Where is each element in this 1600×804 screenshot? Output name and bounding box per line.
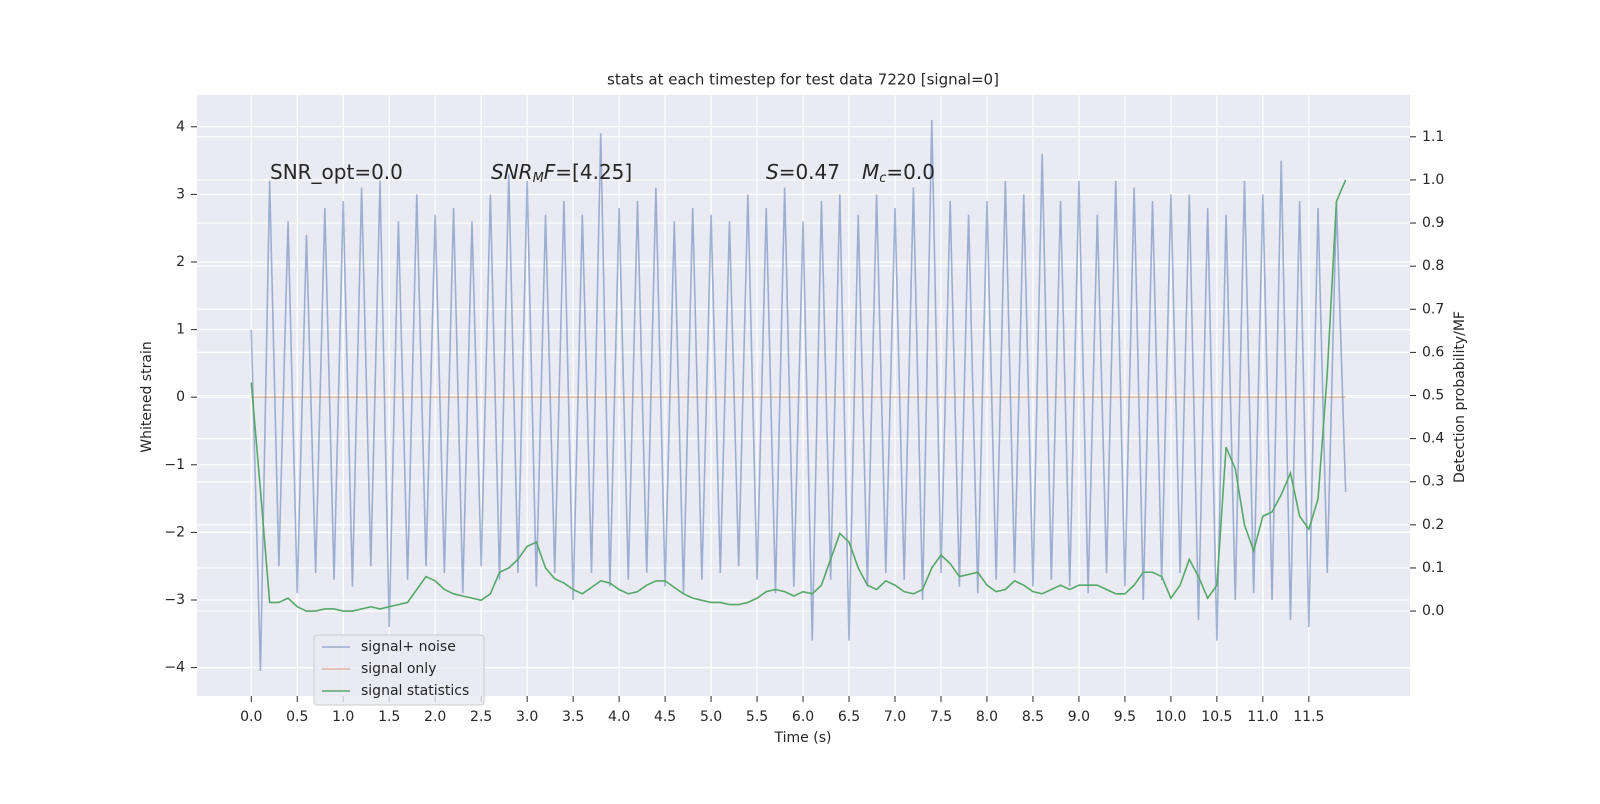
x-tick-label: 11.5	[1293, 709, 1324, 725]
annotation-part: SNR	[491, 160, 533, 184]
y-tick-label: 1	[176, 322, 185, 338]
y2-tick-label: 0.0	[1422, 603, 1444, 619]
x-tick-label: 3.0	[516, 709, 538, 725]
x-tick-label: 8.5	[1022, 709, 1044, 725]
legend-label: signal statistics	[361, 683, 469, 699]
y-tick-label: −1	[164, 457, 185, 473]
annotation: SNR_opt=0.0	[270, 160, 403, 184]
x-axis-label: Time (s)	[774, 730, 832, 746]
y2-tick-label: 0.4	[1422, 431, 1444, 447]
x-tick-label: 1.0	[332, 709, 354, 725]
x-tick-label: 7.0	[884, 709, 906, 725]
x-tick-label: 9.0	[1068, 709, 1090, 725]
annotation-part: S	[766, 160, 779, 184]
axes: 0.0 0.5 1.0 1.5 2.0 2.5 3.0 3.5 4.0 4.5 5.0 5.5 6.0 6…	[164, 119, 1444, 725]
x-tick-label: 6.5	[838, 709, 860, 725]
series-line	[250, 179, 1347, 612]
x-tick-label: 0.0	[240, 709, 262, 725]
marks	[250, 119, 1347, 672]
annotation-part: =[4.25]	[555, 160, 632, 184]
series-line	[250, 119, 1347, 672]
y2-tick-label: 0.7	[1422, 301, 1444, 317]
y2-tick-label: 0.3	[1422, 474, 1444, 490]
annotation-part: M	[533, 171, 544, 186]
annotation-part: M	[862, 160, 879, 184]
y2-tick-label: 0.8	[1422, 258, 1444, 274]
y2-tick-label: 0.2	[1422, 517, 1444, 533]
annotations: SNR_opt=0.0 SNRMF=[4.25] S=0.47 Mc=0.0	[270, 160, 935, 186]
y2-tick-label: 0.6	[1422, 344, 1444, 360]
x-tick-label: 4.5	[654, 709, 676, 725]
legend: signal+ noise signal only signal statistic…	[313, 634, 485, 706]
y2-tick-label: 0.1	[1422, 560, 1444, 576]
x-tick-label: 5.0	[700, 709, 722, 725]
grid	[197, 95, 1410, 696]
y-tick-label: 4	[176, 119, 185, 135]
y-tick-label: 2	[176, 254, 185, 270]
y-tick-label: 3	[176, 186, 185, 202]
x-tick-label: 5.5	[746, 709, 768, 725]
y2-axis-label: Detection probability/MF	[1452, 311, 1468, 483]
y-tick-label: −4	[164, 660, 185, 676]
x-tick-label: 4.0	[608, 709, 630, 725]
x-tick-label: 11.0	[1247, 709, 1278, 725]
annotation: SNRMF=[4.25]	[491, 160, 632, 186]
annotation: S=0.47 Mc=0.0	[766, 160, 935, 186]
chart-title: stats at each timestep for test data 722…	[607, 71, 999, 89]
y-tick-label: 0	[176, 389, 185, 405]
x-tick-label: 9.5	[1114, 709, 1136, 725]
x-tick-label: 0.5	[286, 709, 308, 725]
annotation-part: =0.47	[779, 160, 840, 184]
annotation-part: =0.0	[886, 160, 935, 184]
y2-tick-label: 0.9	[1422, 215, 1444, 231]
y2-tick-label: 1.1	[1422, 129, 1444, 145]
y-tick-label: −2	[164, 524, 185, 540]
annotation-part: F	[544, 160, 556, 184]
y2-tick-label: 0.5	[1422, 388, 1444, 404]
x-tick-label: 10.5	[1201, 709, 1232, 725]
legend-label: signal only	[361, 661, 436, 677]
x-tick-label: 6.0	[792, 709, 814, 725]
y-axis-label: Whitened strain	[139, 341, 155, 452]
x-tick-label: 2.5	[470, 709, 492, 725]
x-tick-label: 1.5	[378, 709, 400, 725]
y-tick-label: −3	[164, 592, 185, 608]
annotation-part: SNR_opt=0.0	[270, 160, 403, 184]
x-tick-label: 10.0	[1155, 709, 1186, 725]
x-tick-label: 7.5	[930, 709, 952, 725]
annotation-part: c	[879, 171, 886, 186]
legend-label: signal+ noise	[361, 639, 456, 655]
x-tick-label: 2.0	[424, 709, 446, 725]
x-tick-label: 8.0	[976, 709, 998, 725]
x-tick-label: 3.5	[562, 709, 584, 725]
y2-tick-label: 1.0	[1422, 172, 1444, 188]
legend-box	[313, 634, 485, 706]
